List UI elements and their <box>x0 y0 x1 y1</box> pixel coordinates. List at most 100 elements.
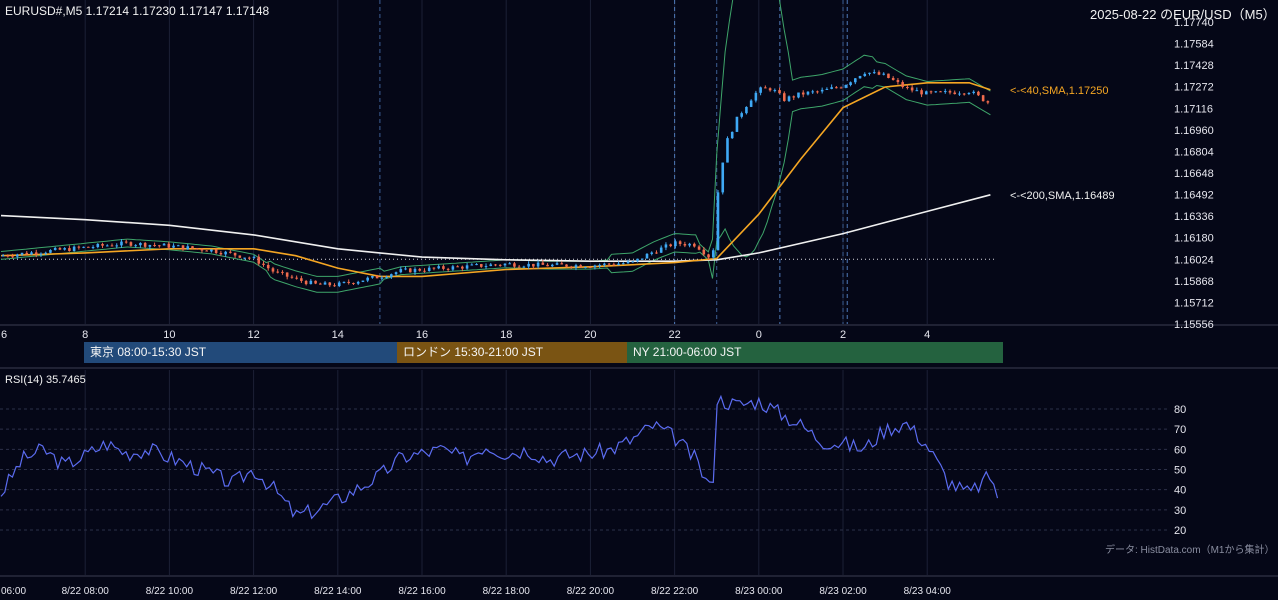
candle-body <box>768 88 772 91</box>
rsi-y-tick-label: 50 <box>1174 465 1186 477</box>
symbol-info: EURUSD#,M5 1.17214 1.17230 1.17147 1.171… <box>5 4 270 18</box>
candle-body <box>489 264 493 267</box>
price-y-tick-label: 1.16024 <box>1174 254 1214 266</box>
candle-body <box>901 82 904 87</box>
candle-body <box>522 266 526 268</box>
rsi-x-tick-label: 8/22 16:00 <box>398 586 446 597</box>
candle-body <box>257 256 261 264</box>
price-x-tick-label: 12 <box>247 329 259 341</box>
candle-body <box>749 100 753 107</box>
candle-body <box>352 282 355 284</box>
candle-body <box>906 86 909 88</box>
candle-body <box>943 91 947 93</box>
candle-body <box>214 249 218 253</box>
candle-body <box>541 262 545 265</box>
price-y-tick-label: 1.15556 <box>1174 319 1214 331</box>
candle-body <box>707 254 710 258</box>
candle-body <box>659 247 663 253</box>
candle-body <box>569 266 573 268</box>
candle-body <box>356 281 360 284</box>
candle-body <box>243 257 246 259</box>
candle-body <box>115 245 119 247</box>
candle-body <box>427 267 431 272</box>
candle-body <box>101 243 104 246</box>
candle-body <box>977 91 980 96</box>
candle-body <box>603 263 606 265</box>
rsi-x-tick-label: 8/22 18:00 <box>483 586 531 597</box>
candle-body <box>948 91 952 93</box>
candle-body <box>612 264 616 266</box>
candle-body <box>361 280 365 282</box>
candle-body <box>247 257 251 259</box>
price-y-tick-label: 1.17272 <box>1174 82 1214 94</box>
candle-body <box>432 267 436 269</box>
candle-body <box>655 252 658 254</box>
data-source-footnote: データ: HistData.com（M1から集計） <box>1105 545 1275 556</box>
price-y-tick-label: 1.17740 <box>1174 17 1214 29</box>
candle-body <box>508 263 511 265</box>
candle-body <box>588 267 592 269</box>
session-london: ロンドン 15:30-21:00 JST <box>397 342 627 363</box>
candle-body <box>394 272 398 275</box>
candle-body <box>25 252 29 255</box>
price-x-tick-label: 22 <box>668 329 680 341</box>
candles-group <box>1 69 990 288</box>
price-x-tick-label: 18 <box>500 329 512 341</box>
rsi-line <box>0 394 999 520</box>
candle-body <box>124 241 128 243</box>
candle-body <box>915 90 919 92</box>
candle-body <box>849 82 852 86</box>
candle-body <box>233 252 237 256</box>
rsi-x-tick-label: 8/22 12:00 <box>230 586 278 597</box>
candle-body <box>792 96 796 98</box>
candle-body <box>408 268 412 273</box>
candle-body <box>678 241 682 245</box>
candle-body <box>839 87 843 89</box>
candle-body <box>513 263 516 267</box>
candle-body <box>759 87 762 93</box>
candle-body <box>158 245 161 247</box>
candle-body <box>863 73 867 76</box>
candle-body <box>134 245 137 247</box>
price-y-tick-label: 1.16804 <box>1174 146 1214 158</box>
candle-body <box>726 138 729 163</box>
candle-body <box>674 241 677 247</box>
candle-body <box>304 280 308 285</box>
candle-body <box>716 192 720 251</box>
candle-body <box>560 263 564 265</box>
rsi-x-tick-label: 8/22 08:00 <box>62 586 110 597</box>
candle-body <box>314 280 317 284</box>
candle-body <box>498 264 502 266</box>
candle-body <box>366 277 369 281</box>
candle-body <box>593 265 597 268</box>
candle-body <box>186 246 190 250</box>
rsi-x-tick-label: 8/22 22:00 <box>651 586 699 597</box>
candle-body <box>465 265 469 269</box>
candle-body <box>53 248 57 250</box>
candle-body <box>811 91 814 93</box>
price-x-tick-label: 8 <box>82 329 88 341</box>
candle-body <box>323 282 327 285</box>
candle-body <box>442 266 445 269</box>
candle-body <box>295 277 298 279</box>
rsi-y-tick-label: 70 <box>1174 424 1186 436</box>
rsi-y-tick-label: 30 <box>1174 505 1186 517</box>
candle-body <box>565 264 568 267</box>
candle-body <box>200 248 204 251</box>
price-x-tick-label: 16 <box>416 329 428 341</box>
candle-body <box>887 73 890 78</box>
candle-body <box>172 245 175 248</box>
candle-body <box>801 92 805 95</box>
candle-body <box>782 93 786 101</box>
candle-body <box>536 262 540 267</box>
candle-body <box>205 250 208 252</box>
candle-body <box>219 252 223 255</box>
candle-body <box>929 91 933 93</box>
candle-body <box>63 248 66 250</box>
candle-body <box>797 92 800 98</box>
candle-body <box>688 243 691 246</box>
candle-body <box>148 245 152 247</box>
sma40-label: <-<40,SMA,1.17250 <box>1010 85 1108 97</box>
bollinger-lower-band <box>0 84 991 293</box>
candle-body <box>68 248 71 251</box>
